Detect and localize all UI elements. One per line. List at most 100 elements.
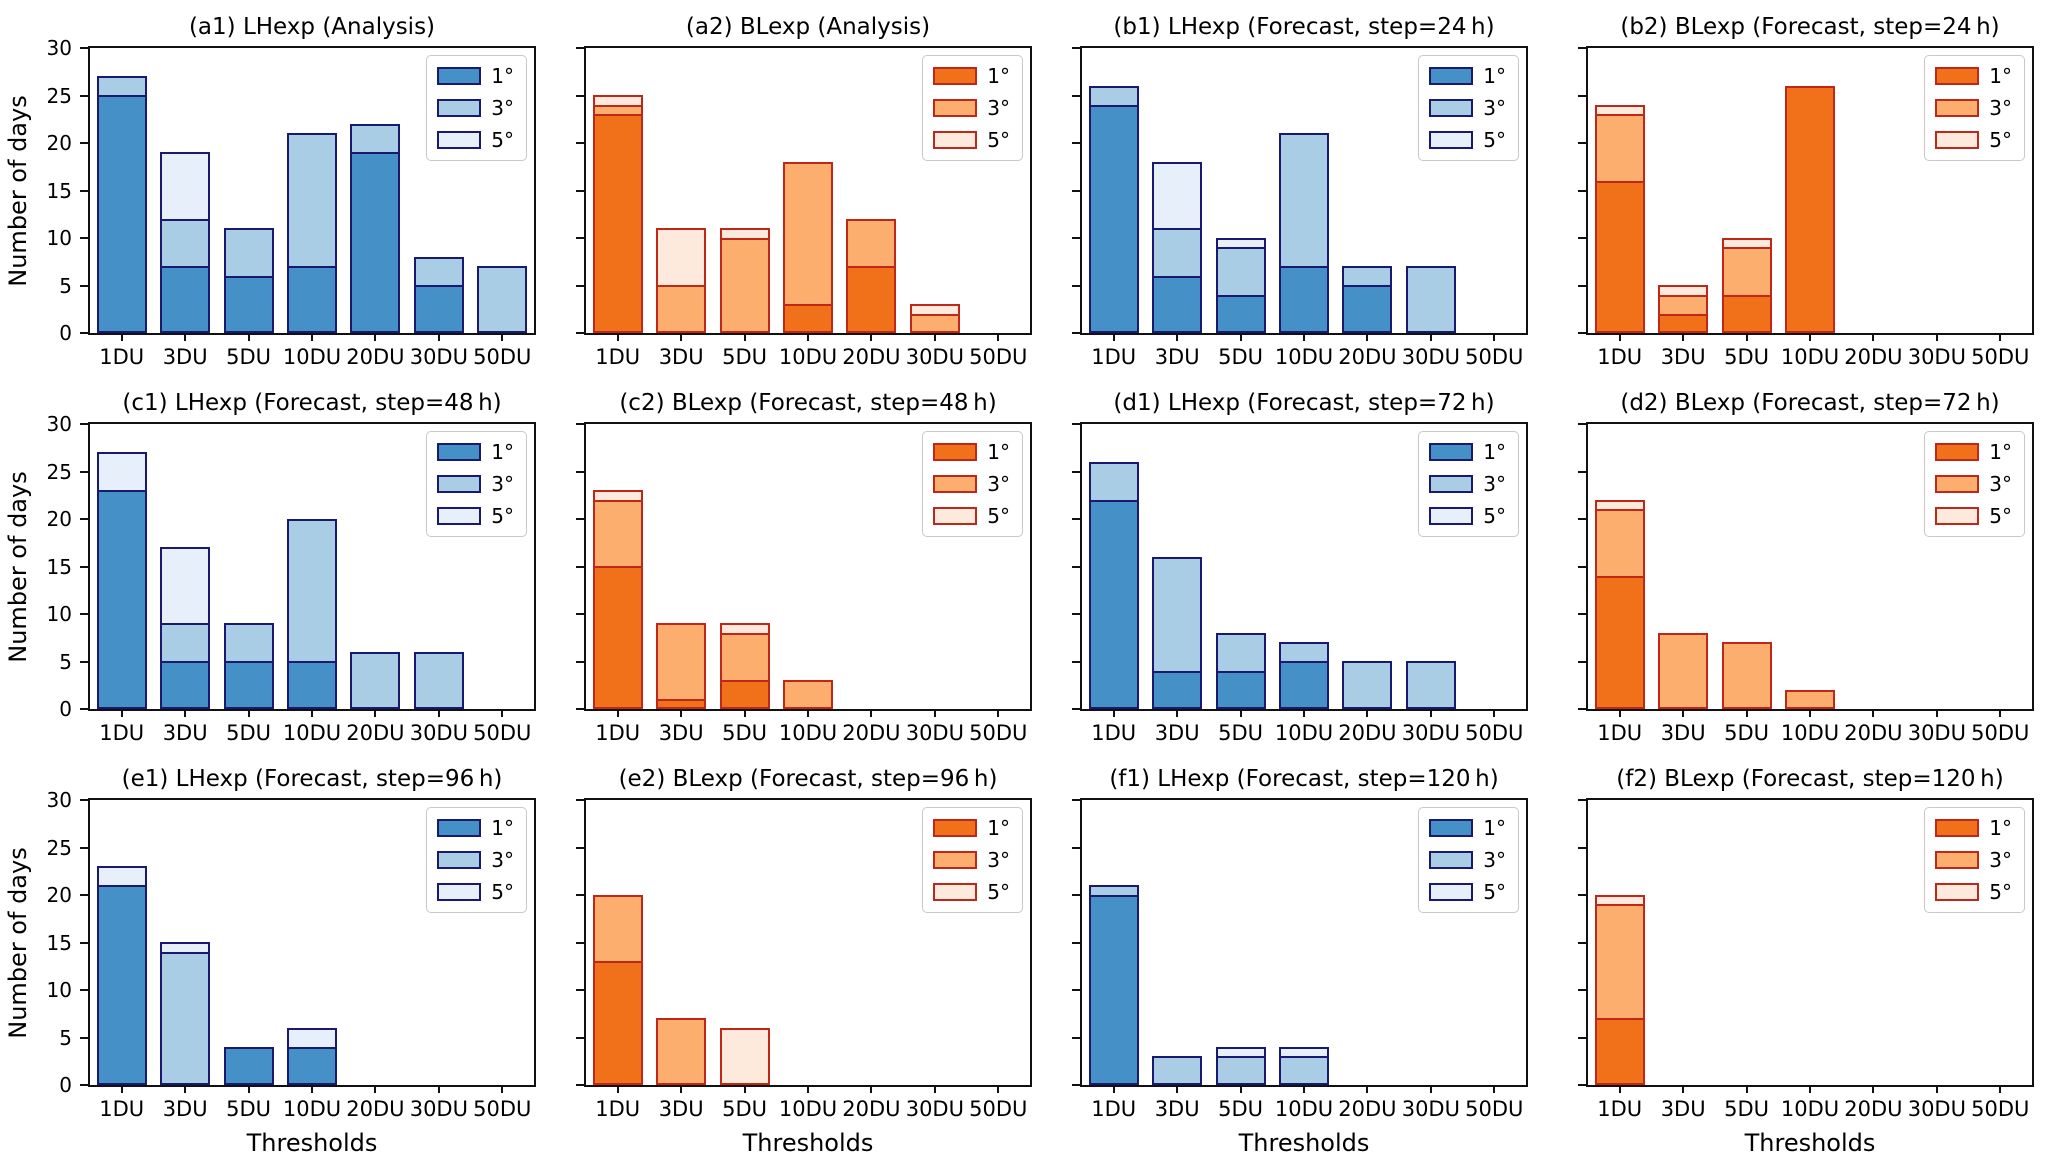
x-tick-label-1DU: 1DU bbox=[595, 721, 641, 745]
y-tick bbox=[80, 470, 88, 473]
y-tick-label: 10 bbox=[46, 226, 72, 250]
x-tick-label-50DU: 50DU bbox=[1971, 721, 2030, 745]
bar-f1-5DU-deg3 bbox=[1215, 1056, 1266, 1085]
bar-f1-1DU-deg1 bbox=[1088, 895, 1139, 1085]
x-tick-label-3DU: 3DU bbox=[162, 345, 208, 369]
y-tick bbox=[1072, 47, 1080, 49]
x-tick-label-50DU: 50DU bbox=[1465, 1097, 1524, 1121]
x-tick bbox=[1809, 709, 1811, 717]
x-tick bbox=[1303, 333, 1305, 341]
x-tick-label-30DU: 30DU bbox=[1907, 345, 1966, 369]
bar-b1-3DU-deg1 bbox=[1152, 276, 1203, 333]
x-tick-label-50DU: 50DU bbox=[1971, 345, 2030, 369]
legend-label: 1° bbox=[1483, 816, 1506, 840]
bar-f2-1DU-deg1 bbox=[1594, 1018, 1645, 1085]
x-tick-label-1DU: 1DU bbox=[1091, 345, 1137, 369]
legend-patch-deg3 bbox=[437, 99, 482, 117]
y-tick bbox=[1578, 846, 1586, 849]
y-tick bbox=[1072, 941, 1080, 944]
bar-c1-20DU-deg3 bbox=[350, 652, 401, 709]
legend-label: 1° bbox=[1483, 64, 1506, 88]
legend-e2: 1° 3° 5° bbox=[922, 807, 1023, 913]
legend-item-3deg: 3° bbox=[1935, 848, 2012, 872]
y-tick-label: 25 bbox=[46, 83, 72, 108]
x-tick-label-3DU: 3DU bbox=[162, 1097, 208, 1121]
y-tick bbox=[1578, 894, 1586, 896]
x-tick-label-20DU: 20DU bbox=[1338, 721, 1397, 745]
legend-label: 3° bbox=[1483, 96, 1506, 120]
y-tick-label: 5 bbox=[59, 1025, 72, 1050]
panel-title-b1: (b1) LHexp (Forecast, step=24 h) bbox=[1113, 14, 1495, 40]
bar-b1-30DU-deg3 bbox=[1405, 266, 1456, 333]
x-tick-label-30DU: 30DU bbox=[409, 721, 468, 745]
y-tick-label: 25 bbox=[46, 835, 72, 860]
y-tick-label: 20 bbox=[46, 131, 72, 155]
x-tick-label-5DU: 5DU bbox=[226, 345, 272, 369]
legend-patch-deg5 bbox=[437, 507, 482, 525]
legend-item-3deg: 3° bbox=[1935, 472, 2012, 496]
legend-patch-deg1 bbox=[933, 67, 978, 85]
x-axis-label: Thresholds bbox=[742, 1129, 874, 1157]
bar-b1-10DU-deg1 bbox=[1279, 266, 1329, 333]
x-tick-label-1DU: 1DU bbox=[1597, 1097, 1643, 1121]
x-tick-label-20DU: 20DU bbox=[1844, 345, 1903, 369]
legend-item-1deg: 1° bbox=[1935, 64, 2012, 88]
x-tick-label-30DU: 30DU bbox=[1907, 1097, 1966, 1121]
bar-b2-1DU-deg1 bbox=[1594, 181, 1645, 333]
bar-c1-3DU-deg1 bbox=[160, 661, 211, 709]
y-tick bbox=[576, 613, 584, 615]
bar-f1-3DU-deg3 bbox=[1152, 1056, 1203, 1085]
legend-item-1deg: 1° bbox=[1935, 440, 2012, 464]
y-tick bbox=[576, 660, 584, 663]
legend-item-5deg: 5° bbox=[933, 128, 1010, 152]
legend-patch-deg5 bbox=[1935, 883, 1980, 901]
y-tick bbox=[1072, 518, 1080, 520]
y-tick bbox=[1578, 189, 1586, 192]
panel-title-f2: (f2) BLexp (Forecast, step=120 h) bbox=[1616, 766, 2004, 792]
legend-patch-deg3 bbox=[933, 851, 978, 869]
legend-patch-deg1 bbox=[437, 67, 482, 85]
x-tick-label-50DU: 50DU bbox=[969, 345, 1028, 369]
y-tick-label: 20 bbox=[46, 507, 72, 531]
bar-d1-30DU-deg3 bbox=[1405, 661, 1456, 709]
panel-title-e2: (e2) BLexp (Forecast, step=96 h) bbox=[618, 766, 998, 792]
x-tick-label-10DU: 10DU bbox=[1780, 345, 1840, 369]
bar-c1-1DU-deg1 bbox=[96, 490, 147, 709]
x-tick-label-20DU: 20DU bbox=[1338, 1097, 1397, 1121]
y-tick bbox=[1578, 470, 1586, 473]
y-tick bbox=[576, 47, 584, 49]
bar-f1-10DU-deg3 bbox=[1279, 1056, 1329, 1085]
legend-item-3deg: 3° bbox=[1429, 472, 1506, 496]
x-tick bbox=[1872, 333, 1875, 341]
bar-a1-3DU-deg1 bbox=[160, 266, 211, 333]
x-tick-label-1DU: 1DU bbox=[99, 721, 145, 745]
legend-item-5deg: 5° bbox=[1935, 880, 2012, 904]
legend-item-5deg: 5° bbox=[933, 880, 1010, 904]
x-tick bbox=[120, 333, 123, 341]
x-tick-label-10DU: 10DU bbox=[1274, 1097, 1334, 1121]
y-tick bbox=[1072, 894, 1080, 896]
x-tick-label-20DU: 20DU bbox=[346, 345, 405, 369]
bar-a2-5DU-deg3 bbox=[719, 238, 770, 333]
legend-label: 3° bbox=[491, 848, 514, 872]
bar-e1-10DU-deg1 bbox=[287, 1047, 337, 1085]
bar-d2-5DU-deg3 bbox=[1721, 642, 1772, 709]
legend-item-3deg: 3° bbox=[1935, 96, 2012, 120]
legend-item-1deg: 1° bbox=[1429, 440, 1506, 464]
y-tick bbox=[1072, 470, 1080, 473]
bar-d1-10DU-deg1 bbox=[1279, 661, 1329, 709]
x-tick bbox=[1429, 709, 1432, 717]
y-tick bbox=[1072, 799, 1080, 801]
legend-a2: 1° 3° 5° bbox=[922, 55, 1023, 161]
bar-b1-5DU-deg1 bbox=[1215, 295, 1266, 333]
y-tick-label: 10 bbox=[46, 978, 72, 1002]
x-tick-label-50DU: 50DU bbox=[969, 1097, 1028, 1121]
y-tick bbox=[576, 189, 584, 192]
bar-c1-5DU-deg1 bbox=[223, 661, 274, 709]
bar-a1-5DU-deg1 bbox=[223, 276, 274, 333]
plot-a2: 1° 3° 5° bbox=[576, 46, 1032, 341]
legend-item-3deg: 3° bbox=[933, 472, 1010, 496]
panel-title-a2: (a2) BLexp (Analysis) bbox=[685, 14, 931, 40]
legend-patch-deg5 bbox=[1429, 883, 1474, 901]
x-tick-label-1DU: 1DU bbox=[1597, 345, 1643, 369]
